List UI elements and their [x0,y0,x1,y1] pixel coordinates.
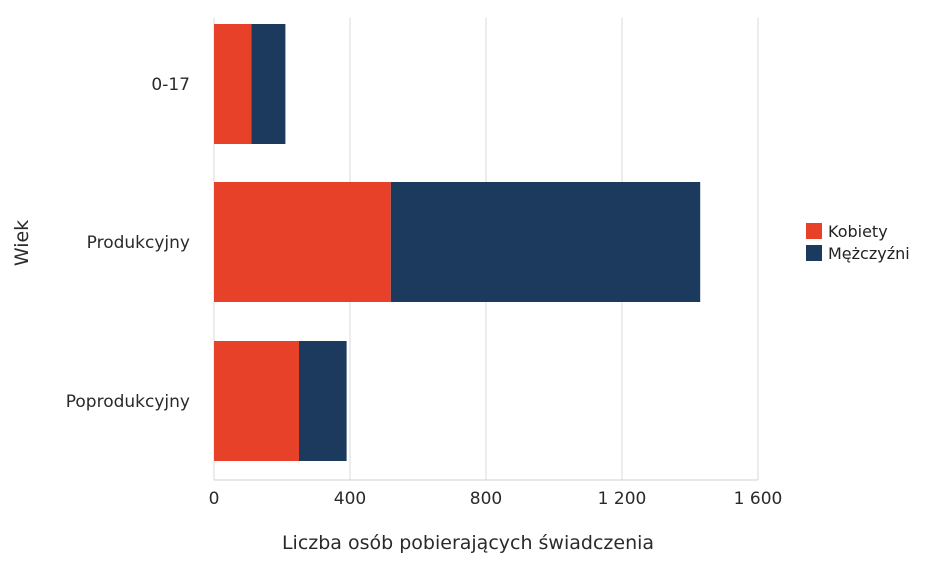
category-label-produkcyjny: Produkcyjny [87,233,190,253]
bar-poprodukcyjny-kobiety [214,341,299,461]
legend-swatch-mezczyzni [806,245,822,261]
x-tick-label-400: 400 [334,489,366,509]
bars-layer [214,24,701,461]
x-tick-label-0: 0 [209,489,220,509]
legend-item-mezczyzni: Mężczyźni [806,242,910,264]
legend-label-kobiety: Kobiety [828,221,888,241]
x-tick-label-800: 800 [470,489,502,509]
bar-produkcyjny-mezczyzni [390,182,701,302]
x-tick-labels: 0 400 800 1 200 1 600 [209,489,783,509]
bar-poprodukcyjny-mezczyzni [299,341,347,461]
y-axis-label: Wiek [11,220,33,266]
legend-item-kobiety: Kobiety [806,220,910,242]
legend-label-mezczyzni: Mężczyźni [828,243,910,263]
bar-0-17-mezczyzni [251,24,286,144]
category-label-poprodukcyjny: Poprodukcyjny [66,392,190,412]
bar-produkcyjny-kobiety [214,182,391,302]
category-labels: 0-17 Produkcyjny Poprodukcyjny [66,75,190,412]
bar-0-17-kobiety [214,24,252,144]
legend: Kobiety Mężczyźni [806,220,910,264]
x-axis-label: Liczba osób pobierających świadczenia [282,532,654,554]
x-tick-label-1200: 1 200 [598,489,647,509]
category-label-0-17: 0-17 [151,75,190,95]
legend-swatch-kobiety [806,223,822,239]
x-tick-label-1600: 1 600 [734,489,783,509]
